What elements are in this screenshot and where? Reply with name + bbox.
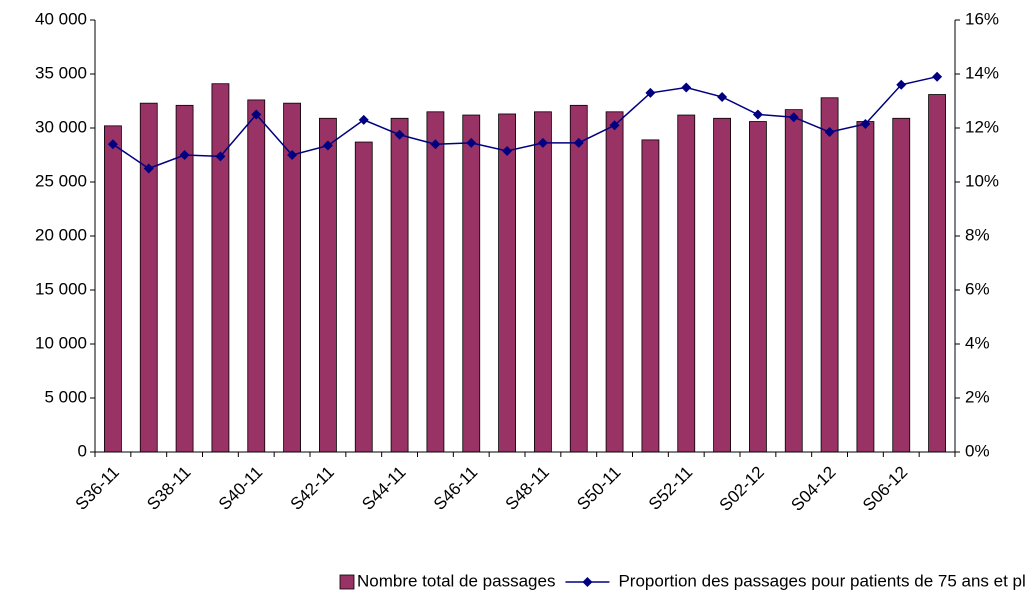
bar — [892, 117, 911, 453]
x-tick-label: S04-12 — [787, 463, 839, 515]
bar — [677, 114, 696, 453]
bar — [641, 139, 660, 453]
bar — [928, 94, 946, 453]
y2-tick-label: 8% — [965, 225, 990, 244]
y-tick-label: 25 000 — [35, 171, 87, 190]
x-tick-label: S52-11 — [645, 463, 696, 514]
marker — [251, 109, 262, 120]
marker — [896, 79, 907, 90]
x-tick-label: S46-11 — [430, 463, 481, 514]
bar — [784, 109, 803, 453]
bar — [211, 83, 230, 453]
marker — [788, 112, 799, 123]
y-tick-label: 5 000 — [44, 387, 87, 406]
bar — [498, 113, 516, 453]
y-tick-label: 20 000 — [35, 225, 87, 244]
marker — [717, 91, 728, 102]
x-tick-label: S36-11 — [72, 463, 123, 514]
marker — [466, 137, 477, 148]
marker — [537, 137, 548, 148]
y2-tick-label: 12% — [965, 117, 999, 136]
marker — [932, 71, 943, 82]
x-tick-label: S38-11 — [143, 463, 194, 514]
x-tick-label: S40-11 — [215, 463, 266, 514]
bar — [247, 99, 266, 453]
marker — [179, 150, 190, 160]
marker — [215, 151, 226, 162]
y2-tick-label: 0% — [965, 441, 990, 460]
legend-label: Proportion des passages pour patients de… — [618, 571, 1025, 590]
bar — [390, 117, 409, 453]
marker — [430, 139, 441, 150]
x-tick-label: S50-11 — [573, 463, 624, 514]
x-tick-label: S48-11 — [502, 463, 553, 514]
y-tick-label: 40 000 — [35, 9, 87, 28]
y2-tick-label: 4% — [965, 333, 990, 352]
legend-swatch — [339, 574, 355, 590]
marker — [322, 140, 333, 151]
y-tick-label: 15 000 — [35, 279, 87, 298]
line — [112, 75, 938, 170]
marker — [573, 137, 584, 148]
marker — [358, 114, 369, 125]
marker — [860, 118, 871, 129]
legend-marker — [582, 577, 593, 587]
bar — [749, 121, 767, 453]
y-tick-label: 0 — [78, 441, 87, 460]
bar — [605, 111, 624, 453]
marker — [143, 163, 154, 174]
marker — [681, 82, 692, 93]
marker — [287, 150, 298, 160]
bar — [319, 117, 337, 453]
legend-label: Nombre total de passages — [357, 571, 555, 590]
bar — [856, 121, 875, 453]
y-tick-label: 10 000 — [35, 333, 87, 352]
y-tick-label: 35 000 — [35, 63, 87, 82]
marker — [107, 139, 118, 150]
marker — [824, 127, 835, 138]
y2-tick-label: 14% — [965, 63, 999, 82]
bar — [354, 141, 373, 453]
bar — [104, 125, 122, 453]
y2-tick-label: 10% — [965, 171, 999, 190]
bar — [462, 114, 481, 453]
x-tick-label: S44-11 — [358, 463, 409, 514]
x-tick-label: S42-11 — [287, 463, 338, 514]
y2-tick-label: 16% — [965, 9, 999, 28]
y2-tick-label: 6% — [965, 279, 990, 298]
bar — [534, 111, 552, 453]
marker — [609, 120, 620, 131]
x-tick-label: S06-12 — [859, 463, 911, 515]
marker — [394, 129, 405, 140]
marker — [502, 145, 513, 156]
y2-tick-label: 2% — [965, 387, 990, 406]
bar — [713, 117, 731, 453]
bar — [820, 97, 839, 453]
marker — [752, 109, 763, 120]
bar — [426, 111, 445, 453]
y-tick-label: 30 000 — [35, 117, 87, 136]
bar — [139, 102, 158, 453]
marker — [645, 87, 656, 98]
bar — [569, 104, 588, 453]
x-tick-label: S02-12 — [716, 463, 768, 515]
